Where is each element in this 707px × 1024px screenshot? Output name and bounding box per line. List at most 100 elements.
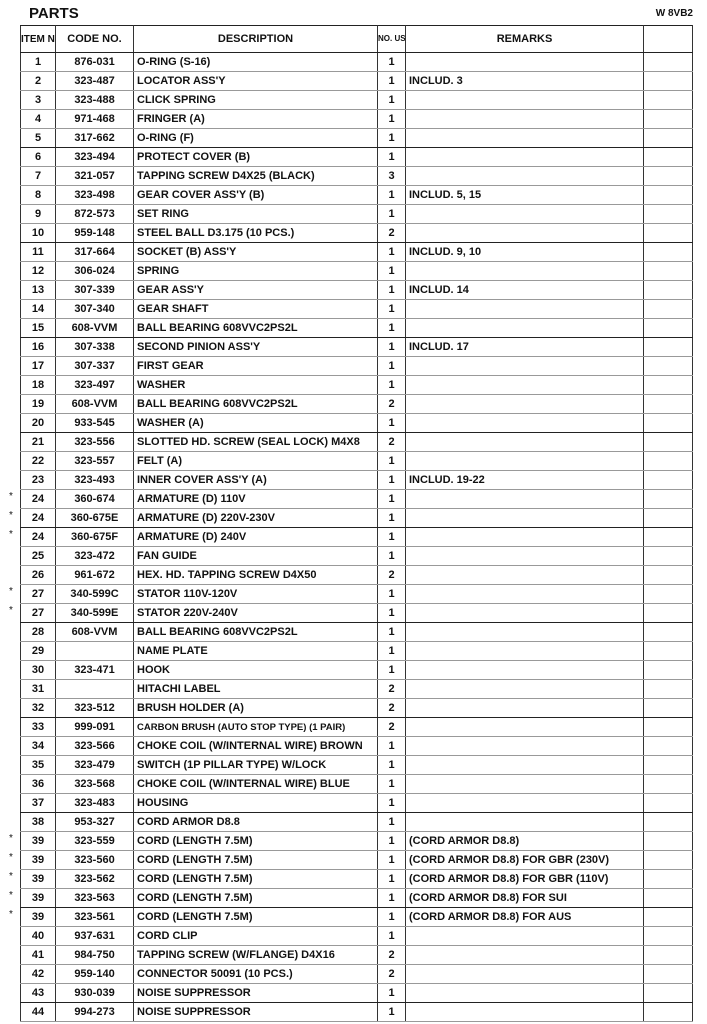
item-no-cell: 21 xyxy=(20,432,56,452)
star-marker: * xyxy=(9,529,13,540)
item-no-cell: 29 xyxy=(20,641,56,661)
blank-cell xyxy=(643,166,693,186)
item-no-cell: * 39 xyxy=(9,850,56,870)
code-no-cell: 323-557 xyxy=(55,451,134,471)
item-no: 30 xyxy=(31,664,45,676)
blank-cell xyxy=(643,451,693,471)
item-no-cell: 28 xyxy=(20,622,56,642)
remarks-cell xyxy=(405,356,644,376)
description-cell: ARMATURE (D) 110V xyxy=(133,489,378,509)
no-used-cell: 1 xyxy=(377,489,406,509)
table-row: 15 608-VVM BALL BEARING 608VVC2PS2L 1 xyxy=(20,318,693,338)
code-no-cell: 872-573 xyxy=(55,204,134,224)
star-marker: * xyxy=(9,605,13,616)
item-no-cell: 17 xyxy=(20,356,56,376)
table-row: * 24 360-674 ARMATURE (D) 110V 1 xyxy=(9,489,693,509)
item-no-cell: * 27 xyxy=(9,584,56,604)
remarks-cell xyxy=(405,679,644,699)
table-row: 6 323-494 PROTECT COVER (B) 1 xyxy=(20,147,693,167)
remarks-cell: (CORD ARMOR D8.8) FOR AUS xyxy=(405,907,644,927)
no-used-cell: 2 xyxy=(377,432,406,452)
description-cell: SET RING xyxy=(133,204,378,224)
blank-cell xyxy=(643,698,693,718)
description-cell: NOISE SUPPRESSOR xyxy=(133,983,378,1003)
item-no: 24 xyxy=(31,531,45,543)
item-no: 36 xyxy=(31,778,45,790)
remarks-cell xyxy=(405,622,644,642)
remarks-cell xyxy=(405,964,644,984)
star-marker: * xyxy=(9,890,13,901)
code-no-cell xyxy=(55,679,134,699)
code-no-cell: 323-494 xyxy=(55,147,134,167)
blank-cell xyxy=(643,185,693,205)
remarks-cell xyxy=(405,603,644,623)
no-used-cell: 1 xyxy=(377,603,406,623)
remarks-cell xyxy=(405,565,644,585)
table-row: 43 930-039 NOISE SUPPRESSOR 1 xyxy=(20,983,693,1003)
code-no-cell: 930-039 xyxy=(55,983,134,1003)
no-used-cell: 2 xyxy=(377,964,406,984)
description-cell: GEAR ASS'Y xyxy=(133,280,378,300)
no-used-cell: 2 xyxy=(377,223,406,243)
item-no-cell: 38 xyxy=(20,812,56,832)
no-used-cell: 1 xyxy=(377,280,406,300)
item-no: 40 xyxy=(31,930,45,942)
description-cell: WASHER (A) xyxy=(133,413,378,433)
remarks-cell xyxy=(405,489,644,509)
item-no: 42 xyxy=(31,968,45,980)
code-no-cell: 937-631 xyxy=(55,926,134,946)
remarks-cell xyxy=(405,375,644,395)
code-no-cell: 984-750 xyxy=(55,945,134,965)
star-marker: * xyxy=(9,586,13,597)
table-row: * 24 360-675E ARMATURE (D) 220V-230V 1 xyxy=(9,508,693,528)
remarks-cell: INCLUD. 3 xyxy=(405,71,644,91)
code-no-cell: 321-057 xyxy=(55,166,134,186)
code-no-cell: 323-566 xyxy=(55,736,134,756)
item-no-cell: 11 xyxy=(20,242,56,262)
code-no-cell: 360-675F xyxy=(55,527,134,547)
remarks-cell xyxy=(405,204,644,224)
no-used-cell: 1 xyxy=(377,508,406,528)
blank-cell xyxy=(643,1002,693,1022)
item-no: 27 xyxy=(31,607,45,619)
no-used-cell: 1 xyxy=(377,641,406,661)
code-no-cell: 933-545 xyxy=(55,413,134,433)
blank-cell xyxy=(643,831,693,851)
description-cell: CHOKE COIL (W/INTERNAL WIRE) BLUE xyxy=(133,774,378,794)
table-row: 28 608-VVM BALL BEARING 608VVC2PS2L 1 xyxy=(20,622,693,642)
blank-cell xyxy=(643,470,693,490)
no-used-cell: 1 xyxy=(377,926,406,946)
blank-cell xyxy=(643,299,693,319)
item-no-cell: 42 xyxy=(20,964,56,984)
description-cell: ARMATURE (D) 240V xyxy=(133,527,378,547)
description-cell: CORD (LENGTH 7.5M) xyxy=(133,888,378,908)
remarks-cell xyxy=(405,1002,644,1022)
blank-cell xyxy=(643,375,693,395)
description-cell: CONNECTOR 50091 (10 PCS.) xyxy=(133,964,378,984)
description-cell: O-RING (F) xyxy=(133,128,378,148)
description-cell: TAPPING SCREW D4X25 (BLACK) xyxy=(133,166,378,186)
no-used-cell: 1 xyxy=(377,109,406,129)
blank-cell xyxy=(643,812,693,832)
table-row: 40 937-631 CORD CLIP 1 xyxy=(20,926,693,946)
item-no: 3 xyxy=(34,94,42,106)
description-cell: SLOTTED HD. SCREW (SEAL LOCK) M4X8 xyxy=(133,432,378,452)
blank-cell xyxy=(643,280,693,300)
blank-cell xyxy=(643,755,693,775)
blank-cell xyxy=(643,356,693,376)
item-no: 33 xyxy=(31,721,45,733)
no-used-cell: 1 xyxy=(377,660,406,680)
code-no-cell: 360-675E xyxy=(55,508,134,528)
item-no: 22 xyxy=(31,455,45,467)
no-used-cell: 1 xyxy=(377,907,406,927)
item-no: 28 xyxy=(31,626,45,638)
code-no-cell: 959-148 xyxy=(55,223,134,243)
description-cell: STATOR 220V-240V xyxy=(133,603,378,623)
star-marker: * xyxy=(9,852,13,863)
blank-cell xyxy=(643,869,693,889)
item-no: 43 xyxy=(31,987,45,999)
item-no: 38 xyxy=(31,816,45,828)
table-row: 26 961-672 HEX. HD. TAPPING SCREW D4X50 2 xyxy=(20,565,693,585)
blank-cell xyxy=(643,394,693,414)
blank-cell xyxy=(643,204,693,224)
